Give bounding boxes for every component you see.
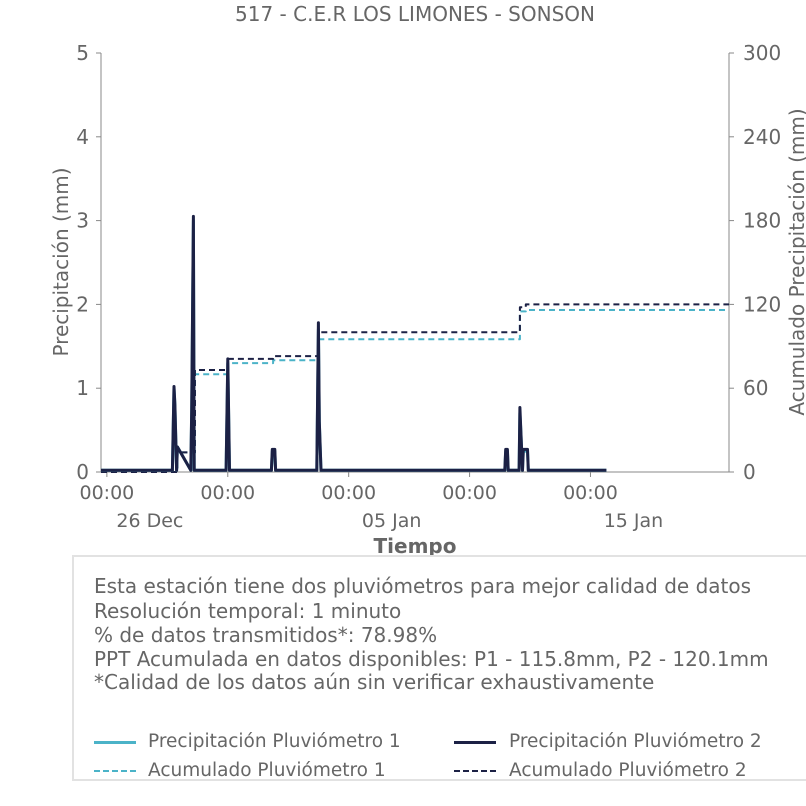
x-tick-label: 00:00 — [321, 482, 376, 504]
y-tick-left-label: 5 — [76, 41, 89, 65]
chart-canvas: 517 - C.E.R LOS LIMONES - SONSON 0123450… — [49, 2, 806, 558]
x-tick-label: 00:00 — [442, 482, 497, 504]
y-tick-left-label: 2 — [76, 292, 89, 316]
legend-swatch-a2 — [454, 770, 496, 772]
y-tick-right-label: 300 — [743, 41, 781, 65]
legend-swatch-p2 — [454, 741, 496, 744]
x-tick-label: 00:00 — [200, 482, 255, 504]
y-tick-left-label: 0 — [76, 460, 89, 484]
chart-title: 517 - C.E.R LOS LIMONES - SONSON — [235, 2, 595, 26]
x-tick-date-label: 05 Jan — [362, 510, 422, 532]
x-tick-label: 00:00 — [79, 482, 134, 504]
info-transmitted: % de datos transmitidos*: 78.98% — [94, 623, 438, 647]
x-axis-label: Tiempo — [374, 534, 457, 558]
x-tick-label: 00:00 — [563, 482, 618, 504]
series-line-2 — [101, 214, 607, 472]
x-tick-date-label: 15 Jan — [604, 510, 664, 532]
info-box: Esta estación tiene dos pluviómetros par… — [72, 555, 806, 781]
y-axis-label-right: Acumulado Precipitación (mm) — [785, 108, 806, 415]
info-station-note: Esta estación tiene dos pluviómetros par… — [94, 574, 752, 598]
legend-swatch-a1 — [94, 770, 136, 772]
info-quality-note: *Calidad de los datos aún sin verificar … — [94, 670, 655, 694]
y-tick-right-label: 120 — [743, 292, 781, 316]
legend-label-a1: Acumulado Pluviómetro 1 — [148, 760, 386, 781]
info-accumulated: PPT Acumulada en datos disponibles: P1 -… — [94, 647, 769, 671]
y-tick-left-label: 3 — [76, 209, 89, 233]
axes: 0 1 2 3 4 5 0 60 120 180 240 300 00:00 26 Dec 00:00 00:… — [76, 41, 781, 532]
legend-label-p1: Precipitación Pluviómetro 1 — [148, 731, 401, 752]
y-tick-right-label: 240 — [743, 125, 781, 149]
y-axis-label-left: Precipitación (mm) — [49, 167, 73, 356]
chart-marks — [101, 214, 729, 473]
legend-label-p2: Precipitación Pluviómetro 2 — [509, 731, 762, 752]
info-resolution: Resolución temporal: 1 minuto — [94, 599, 402, 623]
y-tick-right-label: 60 — [743, 376, 768, 400]
y-tick-right-label: 0 — [743, 460, 756, 484]
legend-label-a2: Acumulado Pluviómetro 2 — [509, 760, 747, 781]
legend-swatch-p1 — [94, 741, 136, 744]
y-tick-left-label: 4 — [76, 125, 89, 149]
x-tick-date-label: 26 Dec — [116, 510, 183, 532]
y-tick-right-label: 180 — [743, 209, 781, 233]
y-tick-left-label: 1 — [76, 376, 89, 400]
